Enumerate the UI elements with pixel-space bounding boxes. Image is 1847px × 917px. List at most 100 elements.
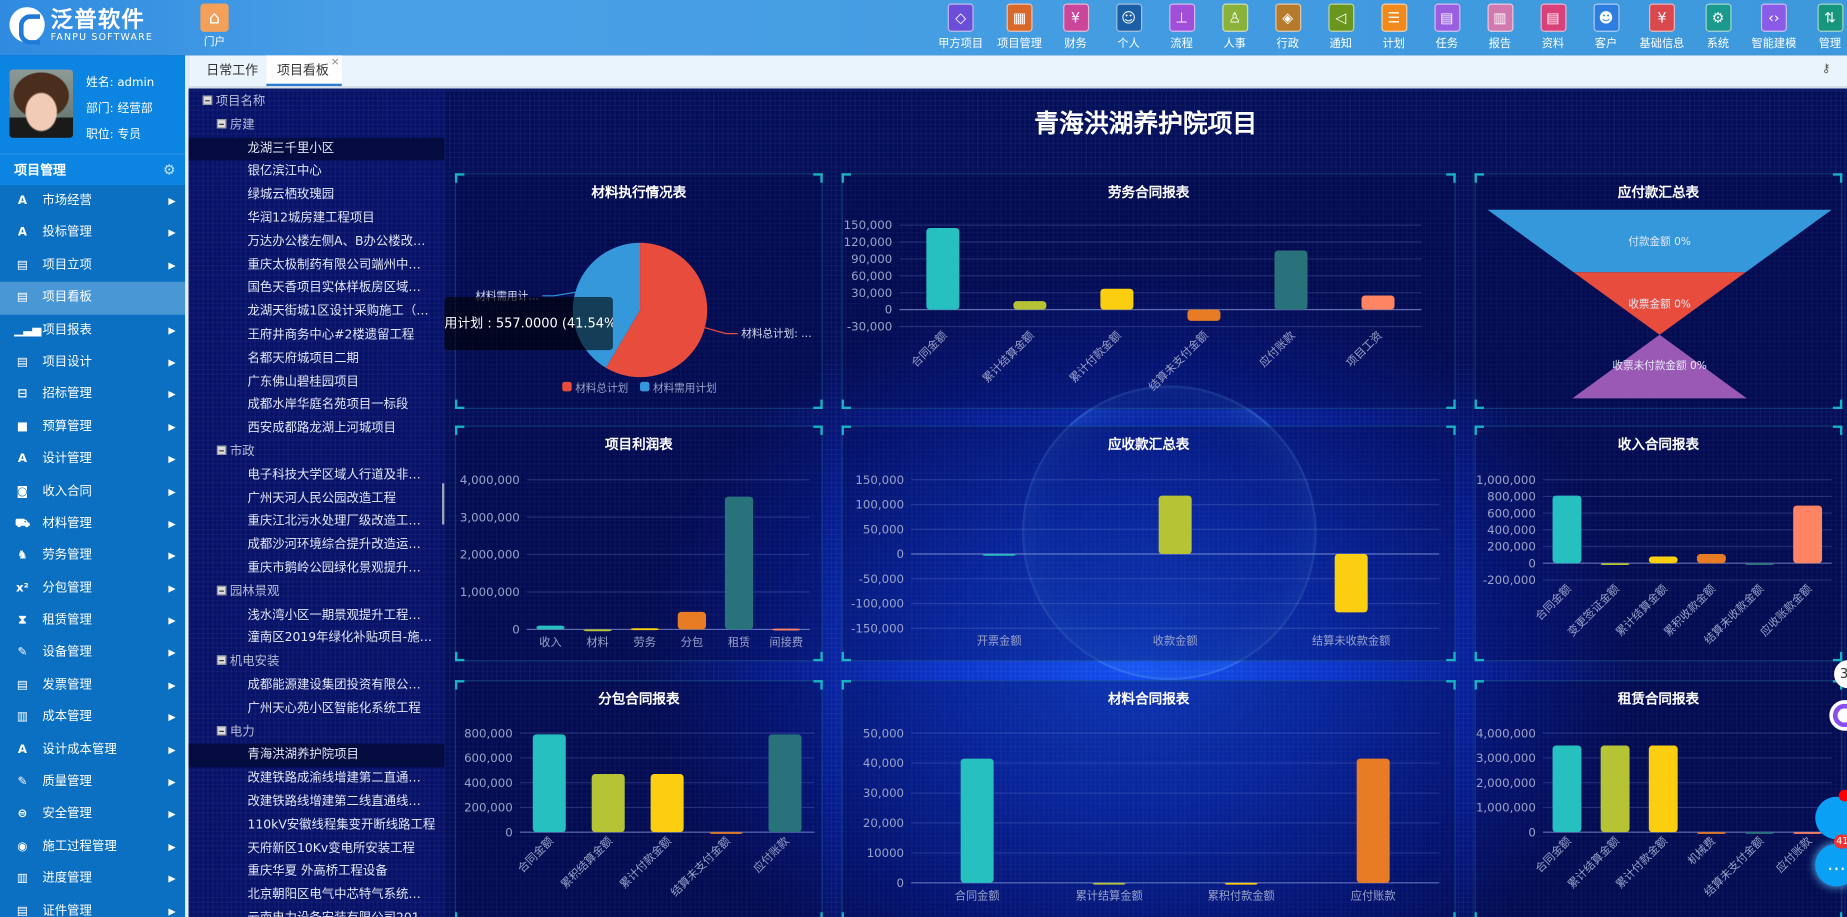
tree-item[interactable]: 广州天河人民公园改造工程 [247,490,397,506]
tab-daily-work[interactable]: 日常工作 [196,55,269,86]
float-button-app[interactable] [1829,700,1847,731]
nav-item-12[interactable]: ☻ 客户 [1579,3,1632,51]
sidebar-item-17[interactable]: A 设计成本管理 ▶ [0,734,185,766]
tree-group[interactable]: 电力 [189,721,445,744]
tree-item[interactable]: 重庆江北污水处理厂级改造工… [247,514,421,529]
tree-item[interactable]: 改建铁路线增建第二线直通线… [247,794,421,809]
tree-item[interactable]: 国色天香项目实体样板房区域… [247,280,421,296]
tree-item[interactable]: 王府井商务中心#2楼遗留工程 [247,327,415,342]
tree-item[interactable]: 龙湖三千里小区 [188,137,445,161]
sidebar-item-19[interactable]: ⊜ 安全管理 ▶ [0,798,185,830]
sidebar-item-18[interactable]: ✎ 质量管理 ▶ [0,766,185,798]
tree-item[interactable]: 广州天心苑小区智能化系统工程 [247,700,421,716]
nav-item-0[interactable]: ◇ 甲方项目 [931,3,990,51]
nav-portal[interactable]: ⌂ 门户 [198,3,231,49]
sidebar-item-15[interactable]: ▤ 发票管理 ▶ [0,669,185,701]
bar-0[interactable] [982,553,1016,556]
bar-4[interactable] [768,734,802,833]
collapse-icon[interactable] [216,445,227,455]
funnel-stage-1[interactable] [1573,272,1746,335]
nav-item-5[interactable]: ♙ 人事 [1208,3,1261,51]
tree-item[interactable]: 潼南区2019年绿化补贴项目-施… [247,630,433,646]
sidebar-item-6[interactable]: ⊟ 招标管理 ▶ [0,379,185,411]
bar-2[interactable] [630,628,659,631]
collapse-icon[interactable] [216,725,227,735]
bar-4[interactable] [1274,250,1308,310]
bar-3[interactable] [677,611,707,630]
tree-group[interactable]: 机电安装 [189,651,445,674]
bar-3[interactable] [709,832,743,834]
collapse-icon[interactable] [216,585,227,595]
tree-item[interactable]: 万达办公楼左侧A、B办公楼改… [247,234,426,249]
nav-item-10[interactable]: ▥ 报告 [1473,3,1526,51]
nav-item-11[interactable]: ▤ 资料 [1526,3,1579,51]
nav-item-4[interactable]: ⊥ 流程 [1155,3,1208,51]
tree-item[interactable]: 重庆华夏 外高桥工程设备 [247,864,388,879]
tree-item[interactable]: 重庆市鹅岭公园绿化景观提升… [247,560,421,576]
float-button-service[interactable] [1815,796,1847,840]
bar-1[interactable] [1158,495,1192,554]
tree-item[interactable]: 云南电力设备安装有限公司201… [189,907,445,917]
tree-item[interactable]: 西安成都路龙湖上河城项目 [247,420,397,436]
float-button-top[interactable]: 3 [1834,660,1847,689]
sidebar-item-12[interactable]: x² 分包管理 ▶ [0,572,185,604]
sidebar-item-21[interactable]: ▥ 进度管理 ▶ [0,863,185,895]
tree-item[interactable]: 北京朝阳区电气中芯特气系统… [247,887,421,902]
bar-1[interactable] [1092,882,1126,885]
bar-5[interactable] [772,628,801,631]
bar-2[interactable] [1648,556,1678,564]
bar-1[interactable] [1600,563,1630,565]
bar-0[interactable] [532,734,566,833]
collapse-icon[interactable] [216,118,227,129]
tab-project-board[interactable]: 项目看板 × [266,55,342,87]
chat-button[interactable]: … [1815,843,1847,887]
bar-2[interactable] [1648,745,1678,833]
nav-item-6[interactable]: ◈ 行政 [1261,3,1314,51]
sidebar-item-22[interactable]: ▤ 证件管理 ▶ [0,895,185,917]
tree-item[interactable]: 天府新区10Kv变电所安装工程 [247,841,415,856]
bar-5[interactable] [1361,295,1395,310]
bar-4[interactable] [1745,832,1774,834]
close-icon[interactable]: × [330,56,340,69]
collapse-icon[interactable] [202,95,213,105]
sidebar-item-9[interactable]: ◙ 收入合同 ▶ [0,476,185,508]
nav-item-7[interactable]: ◁ 通知 [1314,3,1367,51]
sidebar-item-11[interactable]: ♞ 劳务管理 ▶ [0,540,185,572]
sidebar-item-7[interactable]: ■ 预算管理 ▶ [0,411,185,443]
tree-group[interactable]: 市政 [189,441,445,464]
nav-item-16[interactable]: ⇅ 管理 [1803,3,1847,51]
tree-group[interactable]: 园林景观 [189,581,445,604]
nav-item-3[interactable]: ☺ 个人 [1102,3,1155,51]
bar-4[interactable] [1745,563,1774,565]
nav-item-13[interactable]: ¥ 基础信息 [1632,3,1691,51]
sidebar-item-8[interactable]: A 设计管理 ▶ [0,443,185,475]
tree-splitter-handle[interactable] [442,483,447,525]
funnel-stage-2[interactable] [1572,334,1747,399]
sidebar-item-10[interactable]: ⛟ 材料管理 ▶ [0,508,185,540]
sidebar-item-5[interactable]: ▤ 项目设计 ▶ [0,346,185,378]
sidebar-item-0[interactable]: A 市场经营 ▶ [0,185,185,217]
sidebar-item-20[interactable]: ◉ 施工过程管理 ▶ [0,831,185,863]
nav-item-9[interactable]: ▤ 任务 [1420,3,1473,51]
bar-2[interactable] [650,773,684,833]
tree-item[interactable]: 电子科技大学区域人行道及非… [247,467,421,482]
sidebar-item-2[interactable]: ▤ 项目立项 ▶ [0,250,185,282]
bar-1[interactable] [1600,745,1630,833]
tree-item[interactable]: 浅水湾小区一期景观提升工程… [247,607,421,622]
legend-swatch[interactable] [562,381,572,392]
key-icon[interactable]: ⚷ [1821,62,1831,76]
bar-2[interactable] [1100,288,1134,310]
sidebar-item-14[interactable]: ✎ 设备管理 ▶ [0,637,185,669]
bar-5[interactable] [1793,832,1823,834]
nav-item-14[interactable]: ⚙ 系统 [1691,3,1744,51]
nav-item-15[interactable]: ‹› 智能建模 [1744,3,1803,51]
bar-2[interactable] [1334,553,1368,613]
bar-0[interactable] [1552,745,1582,833]
pie-slice-0[interactable] [605,242,708,378]
tree-item[interactable]: 华润12城房建工程项目 [247,210,375,226]
legend-swatch[interactable] [640,381,650,392]
bar-0[interactable] [926,227,960,310]
bar-5[interactable] [1793,505,1823,564]
bar-2[interactable] [1224,882,1258,885]
nav-item-1[interactable]: ▦ 项目管理 [990,3,1049,51]
